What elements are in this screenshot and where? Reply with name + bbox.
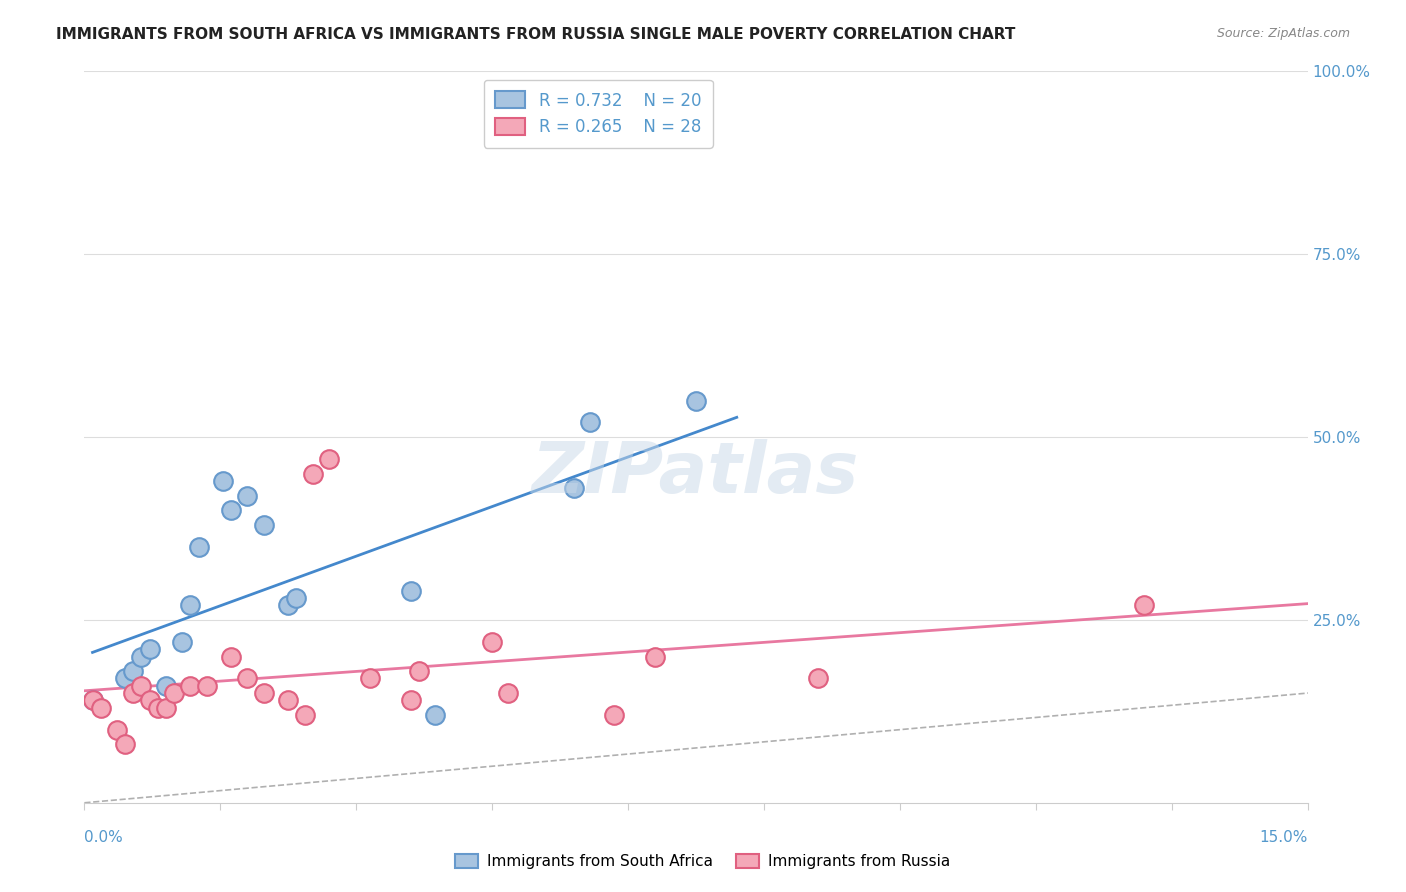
Legend: Immigrants from South Africa, Immigrants from Russia: Immigrants from South Africa, Immigrants… [450, 848, 956, 875]
Immigrants from Russia [105, 723, 128, 737]
Text: 15.0%: 15.0% [1260, 830, 1308, 845]
Text: 0.0%: 0.0% [84, 830, 124, 845]
Immigrants from Russia [90, 700, 112, 714]
Immigrants from South Africa [562, 481, 585, 495]
Immigrants from South Africa [131, 649, 153, 664]
Immigrants from Russia [359, 672, 381, 686]
Immigrants from Russia [131, 679, 153, 693]
Immigrants from Russia [644, 649, 666, 664]
Text: ZIPatlas: ZIPatlas [533, 439, 859, 508]
Immigrants from Russia [481, 635, 503, 649]
Immigrants from Russia [318, 452, 340, 467]
Immigrants from South Africa [172, 635, 194, 649]
Immigrants from Russia [163, 686, 186, 700]
Immigrants from South Africa [685, 393, 707, 408]
Immigrants from Russia [399, 693, 422, 707]
Immigrants from Russia [155, 700, 177, 714]
Immigrants from South Africa [219, 503, 242, 517]
Immigrants from South Africa [82, 693, 104, 707]
Immigrants from South Africa [138, 642, 160, 657]
Immigrants from Russia [807, 672, 830, 686]
Immigrants from Russia [219, 649, 242, 664]
Immigrants from South Africa [285, 591, 308, 605]
Immigrants from Russia [408, 664, 430, 678]
Immigrants from Russia [236, 672, 259, 686]
Immigrants from Russia [277, 693, 299, 707]
Immigrants from South Africa [579, 416, 602, 430]
Immigrants from Russia [114, 737, 136, 751]
Immigrants from Russia [179, 679, 201, 693]
Immigrants from South Africa [423, 708, 446, 723]
Immigrants from South Africa [155, 679, 177, 693]
Text: IMMIGRANTS FROM SOUTH AFRICA VS IMMIGRANTS FROM RUSSIA SINGLE MALE POVERTY CORRE: IMMIGRANTS FROM SOUTH AFRICA VS IMMIGRAN… [56, 27, 1015, 42]
Immigrants from South Africa [277, 599, 299, 613]
Immigrants from South Africa [179, 599, 201, 613]
Immigrants from Russia [146, 700, 169, 714]
Immigrants from Russia [603, 708, 626, 723]
Immigrants from Russia [195, 679, 218, 693]
Immigrants from South Africa [399, 583, 422, 598]
Immigrants from Russia [82, 693, 104, 707]
Immigrants from Russia [1133, 599, 1156, 613]
Immigrants from South Africa [114, 672, 136, 686]
Immigrants from Russia [253, 686, 276, 700]
Text: Source: ZipAtlas.com: Source: ZipAtlas.com [1216, 27, 1350, 40]
Immigrants from Russia [138, 693, 160, 707]
Immigrants from Russia [498, 686, 520, 700]
Legend: R = 0.732    N = 20, R = 0.265    N = 28: R = 0.732 N = 20, R = 0.265 N = 28 [484, 79, 713, 148]
Immigrants from South Africa [187, 540, 209, 554]
Immigrants from South Africa [122, 664, 145, 678]
Immigrants from Russia [301, 467, 323, 481]
Immigrants from South Africa [236, 489, 259, 503]
Immigrants from Russia [122, 686, 145, 700]
Immigrants from South Africa [253, 517, 276, 532]
Immigrants from South Africa [212, 474, 235, 488]
Immigrants from Russia [294, 708, 316, 723]
